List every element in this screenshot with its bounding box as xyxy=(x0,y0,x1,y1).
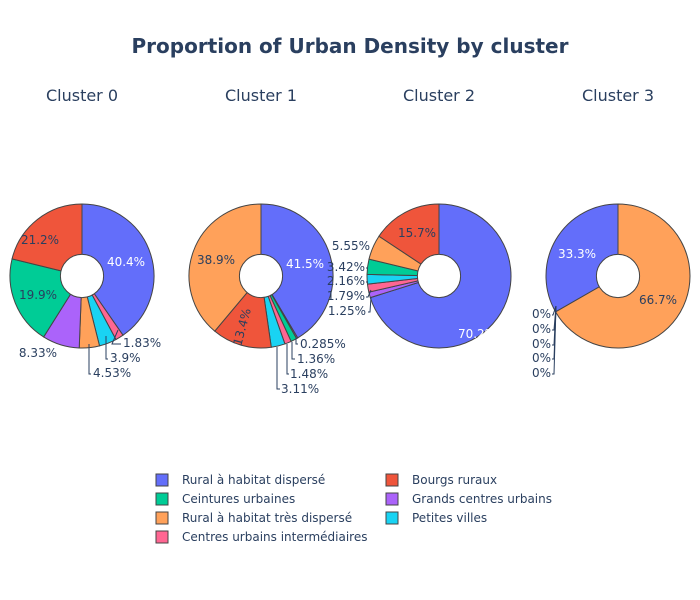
slice-label-cluster-3-centres-urbains-intermediaires: 0% xyxy=(532,366,551,380)
leader-line xyxy=(286,344,289,375)
legend-label: Rural à habitat très dispersé xyxy=(182,511,352,525)
pie-subtitle-cluster-3: Cluster 3 xyxy=(582,86,654,105)
pie-cluster-3: 66.7%0%0%0%0%0%33.3% xyxy=(532,203,691,380)
donut-hole xyxy=(416,253,462,299)
slice-label-cluster-2-bourgs-ruraux: 15.7% xyxy=(398,226,436,240)
slice-label-cluster-3-grands-centres-urbains: 0% xyxy=(532,337,551,351)
slice-label-cluster-1-grands-centres-urbains: 0.285% xyxy=(300,337,346,351)
pie-subtitle-cluster-2: Cluster 2 xyxy=(403,86,475,105)
leader-line xyxy=(552,305,557,375)
slice-label-cluster-2-petites-villes: 2.16% xyxy=(327,274,365,288)
leader-line xyxy=(368,296,372,313)
pie-slice-cluster-2-bourgs-ruraux[interactable] xyxy=(378,203,440,277)
legend-item-rural-a-habitat-disperse[interactable]: Rural à habitat dispersé xyxy=(155,473,325,487)
pie-subtitles: Cluster 0 Cluster 1 Cluster 2 Cluster 3 xyxy=(46,86,654,105)
leader-line xyxy=(295,338,298,345)
leader-line xyxy=(88,344,91,375)
legend-item-ceintures-urbaines[interactable]: Ceintures urbaines xyxy=(155,492,295,506)
legend-item-bourgs-ruraux[interactable]: Bourgs ruraux xyxy=(385,473,497,487)
pie-slice-cluster-0-rural-a-habitat-disperse[interactable] xyxy=(81,203,155,336)
leader-line xyxy=(105,336,108,360)
leader-line xyxy=(552,305,557,316)
donut-hole xyxy=(595,253,641,299)
slice-label-cluster-1-petites-villes: 3.11% xyxy=(281,382,319,396)
chart-title: Proportion of Urban Density by cluster xyxy=(132,34,569,58)
legend-label: Centres urbains intermédiaires xyxy=(182,530,367,544)
pie-slice-cluster-0-bourgs-ruraux[interactable] xyxy=(11,203,83,277)
slice-label-cluster-3-petites-villes: 0% xyxy=(532,351,551,365)
legend-label: Petites villes xyxy=(412,511,487,525)
donut-hole xyxy=(238,253,284,299)
slice-label-cluster-1-rural-a-habitat-tres-disperse: 38.9% xyxy=(197,253,235,267)
legend-label: Grands centres urbains xyxy=(412,492,552,506)
slice-label-cluster-3-rural-a-habitat-tres-disperse: 66.7% xyxy=(639,293,677,307)
pies-layer: 40.4% 1.83%3.9%4.53% 8.33% 19.9% 21.2% 41.5% 0… xyxy=(9,203,691,396)
legend-label: Bourgs ruraux xyxy=(412,473,497,487)
slice-label-cluster-1-rural-a-habitat-disperse: 41.5% xyxy=(286,257,324,271)
slice-label-cluster-0-rural-a-habitat-disperse: 40.4% xyxy=(107,255,145,269)
legend-swatch xyxy=(385,511,399,525)
legend-item-petites-villes[interactable]: Petites villes xyxy=(385,511,487,525)
slice-label-cluster-1-ceintures-urbaines: 1.36% xyxy=(297,352,335,366)
legend-swatch xyxy=(385,492,399,506)
slice-label-cluster-2-rural-a-habitat-disperse: 70.2% xyxy=(458,327,496,341)
leader-line xyxy=(291,342,295,360)
legend-item-rural-a-habitat-tres-disperse[interactable]: Rural à habitat très dispersé xyxy=(155,511,352,525)
slice-label-cluster-2-grands-centres-urbains: 1.25% xyxy=(328,304,366,318)
slice-label-cluster-3-bourgs-ruraux: 0% xyxy=(532,307,551,321)
legend-swatch xyxy=(155,511,169,525)
pie-subtitle-cluster-0: Cluster 0 xyxy=(46,86,118,105)
slice-label-cluster-2-centres-urbains-intermediaires: 1.79% xyxy=(327,289,365,303)
slice-label-cluster-3-ceintures-urbaines: 0% xyxy=(532,322,551,336)
pie-subtitle-cluster-1: Cluster 1 xyxy=(225,86,297,105)
leader-line xyxy=(111,329,121,345)
slice-label-cluster-0-ceintures-urbaines: 19.9% xyxy=(19,288,57,302)
slice-label-cluster-0-grands-centres-urbains: 8.33% xyxy=(19,346,57,360)
legend-item-centres-urbains-intermediaires[interactable]: Centres urbains intermédiaires xyxy=(155,530,367,544)
pie-cluster-0: 40.4% 1.83%3.9%4.53% 8.33% 19.9% 21.2% xyxy=(9,203,161,380)
legend-swatch xyxy=(385,473,399,487)
legend-swatch xyxy=(155,530,169,544)
pie-slice-cluster-1-rural-a-habitat-tres-disperse[interactable] xyxy=(188,203,262,332)
slice-label-cluster-0-centres-urbains-intermediaires: 1.83% xyxy=(123,336,161,350)
legend-label: Rural à habitat dispersé xyxy=(182,473,325,487)
donut-hole xyxy=(59,253,105,299)
pie-cluster-1: 41.5%0.285%1.36%1.48%3.11%13.4%38.9% xyxy=(188,203,346,396)
legend-swatch xyxy=(155,473,169,487)
slice-label-cluster-2-rural-a-habitat-tres-disperse: 5.55% xyxy=(332,239,370,253)
leader-line xyxy=(366,289,372,298)
legend-label: Ceintures urbaines xyxy=(182,492,295,506)
slice-label-cluster-1-centres-urbains-intermediaires: 1.48% xyxy=(290,367,328,381)
leader-line xyxy=(276,347,280,390)
slice-label-cluster-0-rural-a-habitat-tres-disperse: 4.53% xyxy=(93,366,131,380)
slice-label-cluster-0-petites-villes: 3.9% xyxy=(110,351,141,365)
legend-swatch xyxy=(155,492,169,506)
legend-item-grands-centres-urbains[interactable]: Grands centres urbains xyxy=(385,492,552,506)
slice-label-cluster-0-bourgs-ruraux: 21.2% xyxy=(21,233,59,247)
pie-cluster-2: 70.2% 1.25%1.79%2.16%3.42% 5.55% 15.7% xyxy=(327,203,512,349)
legend[interactable]: Rural à habitat dispersé Ceintures urbain… xyxy=(155,473,552,544)
slice-label-cluster-2-ceintures-urbaines: 3.42% xyxy=(327,260,365,274)
pie-slice-cluster-1-rural-a-habitat-disperse[interactable] xyxy=(260,203,334,339)
slice-label-cluster-3-rural-a-habitat-disperse: 33.3% xyxy=(558,247,596,261)
